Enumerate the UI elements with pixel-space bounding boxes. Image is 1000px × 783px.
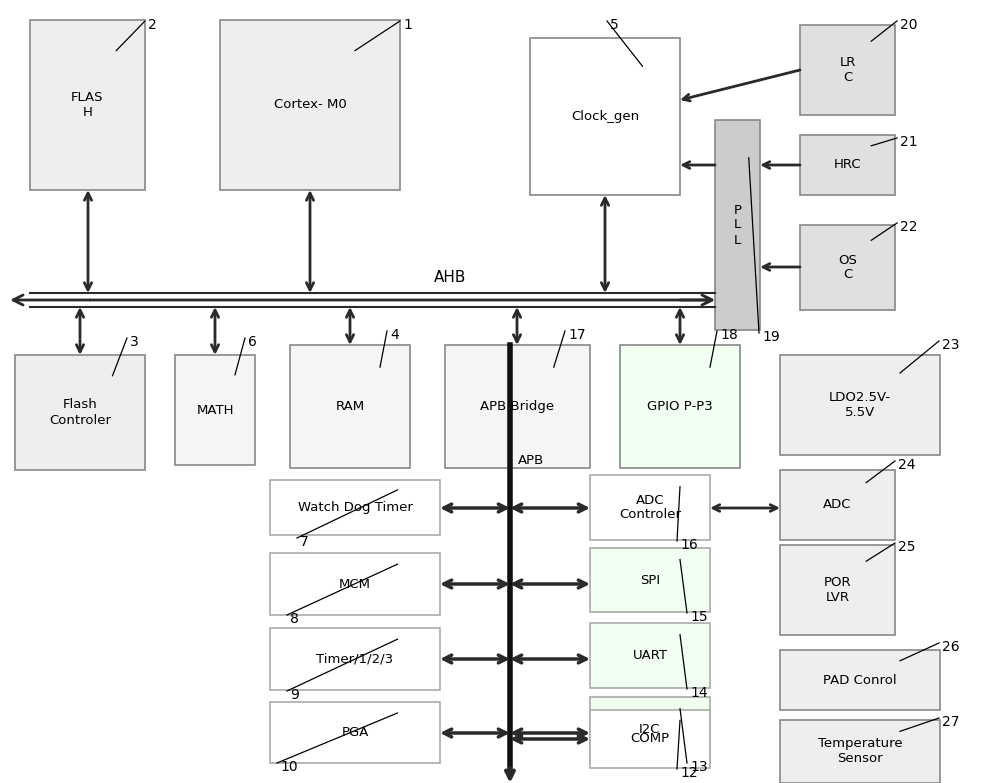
Text: COMP: COMP [630,733,670,745]
Bar [780,545,895,635]
Text: 25: 25 [898,540,916,554]
Text: MATH: MATH [196,403,234,417]
Bar [590,623,710,688]
Text: 4: 4 [390,328,399,342]
Text: LDO2.5V-
5.5V: LDO2.5V- 5.5V [829,391,891,419]
Text: 20: 20 [900,18,918,32]
Bar [800,25,895,115]
Text: 23: 23 [942,338,960,352]
Text: AHB: AHB [434,270,466,286]
Bar [780,470,895,540]
Text: Cortex- M0: Cortex- M0 [274,99,346,111]
Bar [780,355,940,455]
Text: 22: 22 [900,220,918,234]
Text: PAD Conrol: PAD Conrol [823,673,897,687]
Bar [270,553,440,615]
Bar [800,225,895,310]
Text: 14: 14 [690,686,708,700]
Text: 5: 5 [610,18,619,32]
Bar [590,475,710,540]
Text: OS
C: OS C [838,254,857,282]
Bar [590,710,710,768]
Text: PGA: PGA [341,726,369,739]
Bar [220,20,400,190]
Text: 26: 26 [942,640,960,654]
Text: 19: 19 [762,330,780,344]
Bar [590,697,710,762]
Text: 7: 7 [300,535,309,549]
Text: 18: 18 [720,328,738,342]
Text: 1: 1 [403,18,412,32]
Text: GPIO P-P3: GPIO P-P3 [647,400,713,413]
Text: 8: 8 [290,612,299,626]
Bar [715,120,760,330]
Text: Clock_gen: Clock_gen [571,110,639,123]
Text: 2: 2 [148,18,157,32]
Text: ADC: ADC [823,499,852,511]
Text: 10: 10 [280,760,298,774]
Text: LR
C: LR C [839,56,856,84]
Bar [620,345,740,468]
Bar [780,720,940,783]
Text: I2C: I2C [639,723,661,736]
Bar [15,355,145,470]
Text: 15: 15 [690,610,708,624]
Bar [290,345,410,468]
Text: 9: 9 [290,688,299,702]
Text: Watch Dog Timer: Watch Dog Timer [298,501,412,514]
Bar [30,20,145,190]
Bar [780,650,940,710]
Bar [270,628,440,690]
Text: MCM: MCM [339,578,371,590]
Text: 21: 21 [900,135,918,149]
Bar [530,38,680,195]
Bar [175,355,255,465]
Text: Timer/1/2/3: Timer/1/2/3 [316,652,394,666]
Text: Temperature
Sensor: Temperature Sensor [818,738,902,766]
Text: ADC
Controler: ADC Controler [619,493,681,521]
Text: HRC: HRC [834,158,861,171]
Text: P
L
L: P L L [734,204,742,247]
Text: 3: 3 [130,335,139,349]
Text: 17: 17 [568,328,586,342]
Text: RAM: RAM [335,400,365,413]
Text: APB Bridge: APB Bridge [480,400,555,413]
Text: 13: 13 [690,760,708,774]
Bar [800,135,895,195]
Text: 27: 27 [942,715,960,729]
Text: 16: 16 [680,538,698,552]
Text: POR
LVR: POR LVR [824,576,851,604]
Text: 24: 24 [898,458,916,472]
Bar [270,702,440,763]
Bar [590,548,710,612]
Bar [445,345,590,468]
Text: APB: APB [518,453,544,467]
Text: SPI: SPI [640,573,660,586]
Bar [270,480,440,535]
Text: Flash
Controler: Flash Controler [49,399,111,427]
Text: FLAS
H: FLAS H [71,91,104,119]
Text: 12: 12 [680,766,698,780]
Text: UART: UART [633,649,668,662]
Text: 6: 6 [248,335,257,349]
